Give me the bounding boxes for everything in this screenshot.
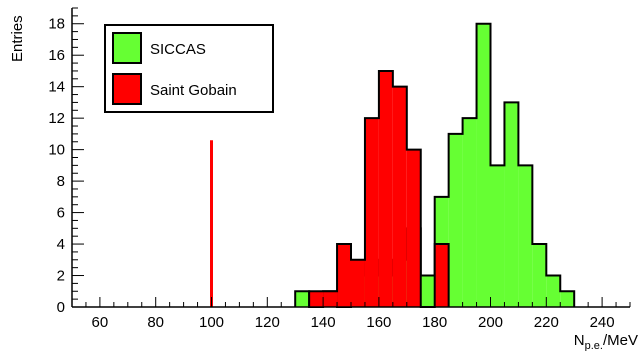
bar-saint-gobain	[309, 291, 324, 307]
bar-siccas	[504, 102, 519, 307]
y-tick-label: 12	[48, 110, 65, 127]
bar-saint-gobain	[406, 149, 421, 307]
bar-siccas	[448, 133, 463, 307]
bar-saint-gobain	[337, 244, 351, 307]
bar-saint-gobain	[378, 70, 393, 308]
plot-area	[210, 22, 576, 308]
bar-siccas	[546, 275, 561, 307]
x-tick-label: 140	[311, 314, 336, 331]
x-tick-label: 120	[255, 314, 280, 331]
x-tick-label: 220	[534, 314, 559, 331]
legend-label-siccas: SICCAS	[150, 41, 206, 58]
legend-label-saint-gobain: Saint Gobain	[150, 82, 237, 99]
x-tick-label: 180	[422, 314, 447, 331]
y-tick-label: 10	[48, 142, 65, 159]
bar-saint-gobain	[323, 291, 338, 307]
x-tick-label: 200	[478, 314, 503, 331]
bar-siccas	[476, 23, 491, 307]
bar-siccas	[420, 275, 435, 307]
x-axis-title-main: N	[574, 332, 585, 349]
y-tick-label: 18	[48, 16, 65, 33]
bar-saint-gobain	[434, 244, 449, 307]
y-tick-label: 8	[57, 173, 65, 190]
x-tick-label: 60	[92, 314, 109, 331]
axes: 60 80 100 120 140 160 180 200 220 240 0 2 4 6 8 10 12 14 1…	[48, 7, 631, 331]
bar-siccas	[518, 165, 533, 307]
legend-swatch-siccas	[112, 32, 142, 64]
bar-siccas	[462, 118, 477, 307]
x-tick-label: 160	[366, 314, 391, 331]
bar-siccas	[560, 291, 575, 307]
bar-siccas	[490, 165, 505, 307]
y-tick-label: 4	[57, 236, 65, 253]
bar-saint-gobain	[351, 259, 365, 307]
bar-saint-gobain	[364, 118, 379, 307]
y-tick-label: 0	[57, 299, 65, 316]
y-tick-label: 2	[57, 268, 65, 285]
bar-saint-gobain	[392, 86, 407, 308]
x-tick-label: 80	[147, 314, 164, 331]
x-axis-title: Np.e./MeV	[574, 332, 638, 351]
bar-siccas	[532, 244, 547, 307]
x-axis-title-unit: /MeV	[603, 332, 638, 349]
y-tick-label: 16	[48, 47, 65, 64]
bar-siccas	[295, 291, 310, 307]
y-tick-label: 14	[48, 79, 65, 96]
y-axis-title: Entries	[9, 15, 26, 62]
y-tick-label: 6	[57, 205, 65, 222]
x-tick-label: 240	[590, 314, 615, 331]
legend-swatch-saint-gobain	[112, 73, 142, 105]
x-tick-label: 100	[199, 314, 224, 331]
legend: SICCAS Saint Gobain	[104, 24, 274, 113]
x-axis-title-sub: p.e.	[585, 340, 603, 351]
